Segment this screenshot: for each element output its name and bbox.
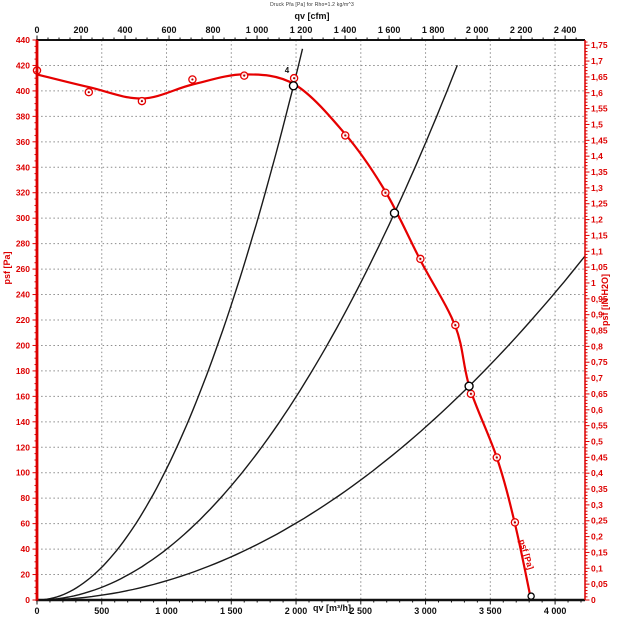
svg-text:1,15: 1,15 — [591, 230, 608, 240]
svg-text:1 800: 1 800 — [422, 25, 445, 35]
svg-text:0,25: 0,25 — [591, 516, 608, 526]
svg-text:380: 380 — [16, 111, 30, 121]
svg-text:240: 240 — [16, 290, 30, 300]
svg-text:400: 400 — [118, 25, 133, 35]
svg-text:0,15: 0,15 — [591, 547, 608, 557]
svg-text:160: 160 — [16, 391, 30, 401]
svg-text:1,3: 1,3 — [591, 183, 603, 193]
svg-text:60: 60 — [21, 519, 31, 529]
svg-text:0,9: 0,9 — [591, 310, 603, 320]
svg-text:1,5: 1,5 — [591, 119, 603, 129]
svg-text:1 500: 1 500 — [220, 606, 243, 616]
svg-text:0: 0 — [34, 25, 39, 35]
svg-text:0,45: 0,45 — [591, 452, 608, 462]
svg-text:0,3: 0,3 — [591, 500, 603, 510]
svg-text:1 000: 1 000 — [246, 25, 269, 35]
svg-text:1,7: 1,7 — [591, 56, 603, 66]
svg-text:1,4: 1,4 — [591, 151, 603, 161]
svg-text:20: 20 — [21, 570, 31, 580]
svg-text:1,75: 1,75 — [591, 40, 608, 50]
svg-text:2 400: 2 400 — [554, 25, 577, 35]
svg-text:360: 360 — [16, 137, 30, 147]
svg-text:0,8: 0,8 — [591, 341, 603, 351]
svg-text:80: 80 — [21, 493, 31, 503]
svg-text:220: 220 — [16, 315, 30, 325]
svg-text:340: 340 — [16, 162, 30, 172]
svg-text:1,45: 1,45 — [591, 135, 608, 145]
svg-text:500: 500 — [94, 606, 109, 616]
svg-text:1,25: 1,25 — [591, 199, 608, 209]
svg-text:1 400: 1 400 — [334, 25, 357, 35]
svg-text:4: 4 — [285, 66, 290, 75]
svg-text:180: 180 — [16, 366, 30, 376]
svg-text:2 200: 2 200 — [510, 25, 533, 35]
svg-text:0: 0 — [25, 595, 30, 605]
bottom-axis-label: qv [m³/h] — [313, 603, 351, 613]
svg-text:0,4: 0,4 — [591, 468, 603, 478]
svg-text:0,65: 0,65 — [591, 389, 608, 399]
svg-text:0,35: 0,35 — [591, 484, 608, 494]
svg-text:1 600: 1 600 — [378, 25, 401, 35]
svg-text:2 000: 2 000 — [466, 25, 489, 35]
svg-text:3 000: 3 000 — [414, 606, 437, 616]
svg-text:280: 280 — [16, 239, 30, 249]
svg-text:1,35: 1,35 — [591, 167, 608, 177]
svg-text:1 200: 1 200 — [290, 25, 313, 35]
svg-text:0,85: 0,85 — [591, 326, 608, 336]
svg-text:0,1: 0,1 — [591, 563, 603, 573]
svg-text:1,55: 1,55 — [591, 104, 608, 114]
svg-text:0,2: 0,2 — [591, 532, 603, 542]
chart-title: Druck Pfa [Pa] for Rho=1.2 kg/m^3 — [270, 2, 354, 8]
svg-text:600: 600 — [162, 25, 177, 35]
svg-text:320: 320 — [16, 188, 30, 198]
svg-text:1,05: 1,05 — [591, 262, 608, 272]
svg-text:200: 200 — [73, 25, 88, 35]
svg-text:2 000: 2 000 — [285, 606, 308, 616]
svg-text:1,6: 1,6 — [591, 88, 603, 98]
svg-text:1,1: 1,1 — [591, 246, 603, 256]
svg-text:140: 140 — [16, 417, 30, 427]
svg-text:0: 0 — [34, 606, 39, 616]
svg-text:0,95: 0,95 — [591, 294, 608, 304]
svg-text:0,05: 0,05 — [591, 579, 608, 589]
svg-text:440: 440 — [16, 35, 30, 45]
svg-text:40: 40 — [21, 544, 31, 554]
svg-text:0,55: 0,55 — [591, 421, 608, 431]
top-axis-label: qv [cfm] — [294, 11, 330, 21]
svg-text:1,2: 1,2 — [591, 215, 603, 225]
svg-text:800: 800 — [206, 25, 221, 35]
svg-text:420: 420 — [16, 60, 30, 70]
svg-text:260: 260 — [16, 264, 30, 274]
svg-text:400: 400 — [16, 86, 30, 96]
svg-text:2 500: 2 500 — [350, 606, 373, 616]
svg-text:200: 200 — [16, 340, 30, 350]
svg-text:0,75: 0,75 — [591, 357, 608, 367]
svg-text:300: 300 — [16, 213, 30, 223]
svg-text:100: 100 — [16, 468, 30, 478]
svg-text:1,65: 1,65 — [591, 72, 608, 82]
svg-text:1 000: 1 000 — [155, 606, 178, 616]
svg-text:4 000: 4 000 — [544, 606, 567, 616]
svg-text:0,7: 0,7 — [591, 373, 603, 383]
svg-text:120: 120 — [16, 442, 30, 452]
svg-text:0,5: 0,5 — [591, 436, 603, 446]
svg-text:1: 1 — [591, 278, 596, 288]
svg-text:0: 0 — [591, 595, 596, 605]
svg-text:0,6: 0,6 — [591, 405, 603, 415]
svg-text:3 500: 3 500 — [479, 606, 502, 616]
